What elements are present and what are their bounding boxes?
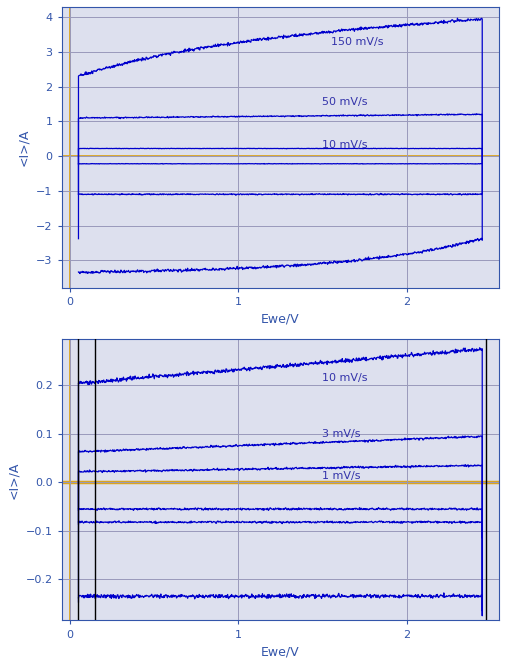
- Y-axis label: <I>/A: <I>/A: [18, 129, 30, 166]
- Y-axis label: <I>/A: <I>/A: [7, 462, 20, 499]
- X-axis label: Ewe/V: Ewe/V: [261, 313, 299, 326]
- Text: 10 mV/s: 10 mV/s: [322, 140, 367, 150]
- Text: 3 mV/s: 3 mV/s: [322, 429, 360, 439]
- X-axis label: Ewe/V: Ewe/V: [261, 645, 299, 658]
- Text: 10 mV/s: 10 mV/s: [322, 373, 367, 383]
- Text: 50 mV/s: 50 mV/s: [322, 97, 367, 107]
- Text: 1 mV/s: 1 mV/s: [322, 471, 360, 481]
- Text: 150 mV/s: 150 mV/s: [330, 37, 383, 47]
